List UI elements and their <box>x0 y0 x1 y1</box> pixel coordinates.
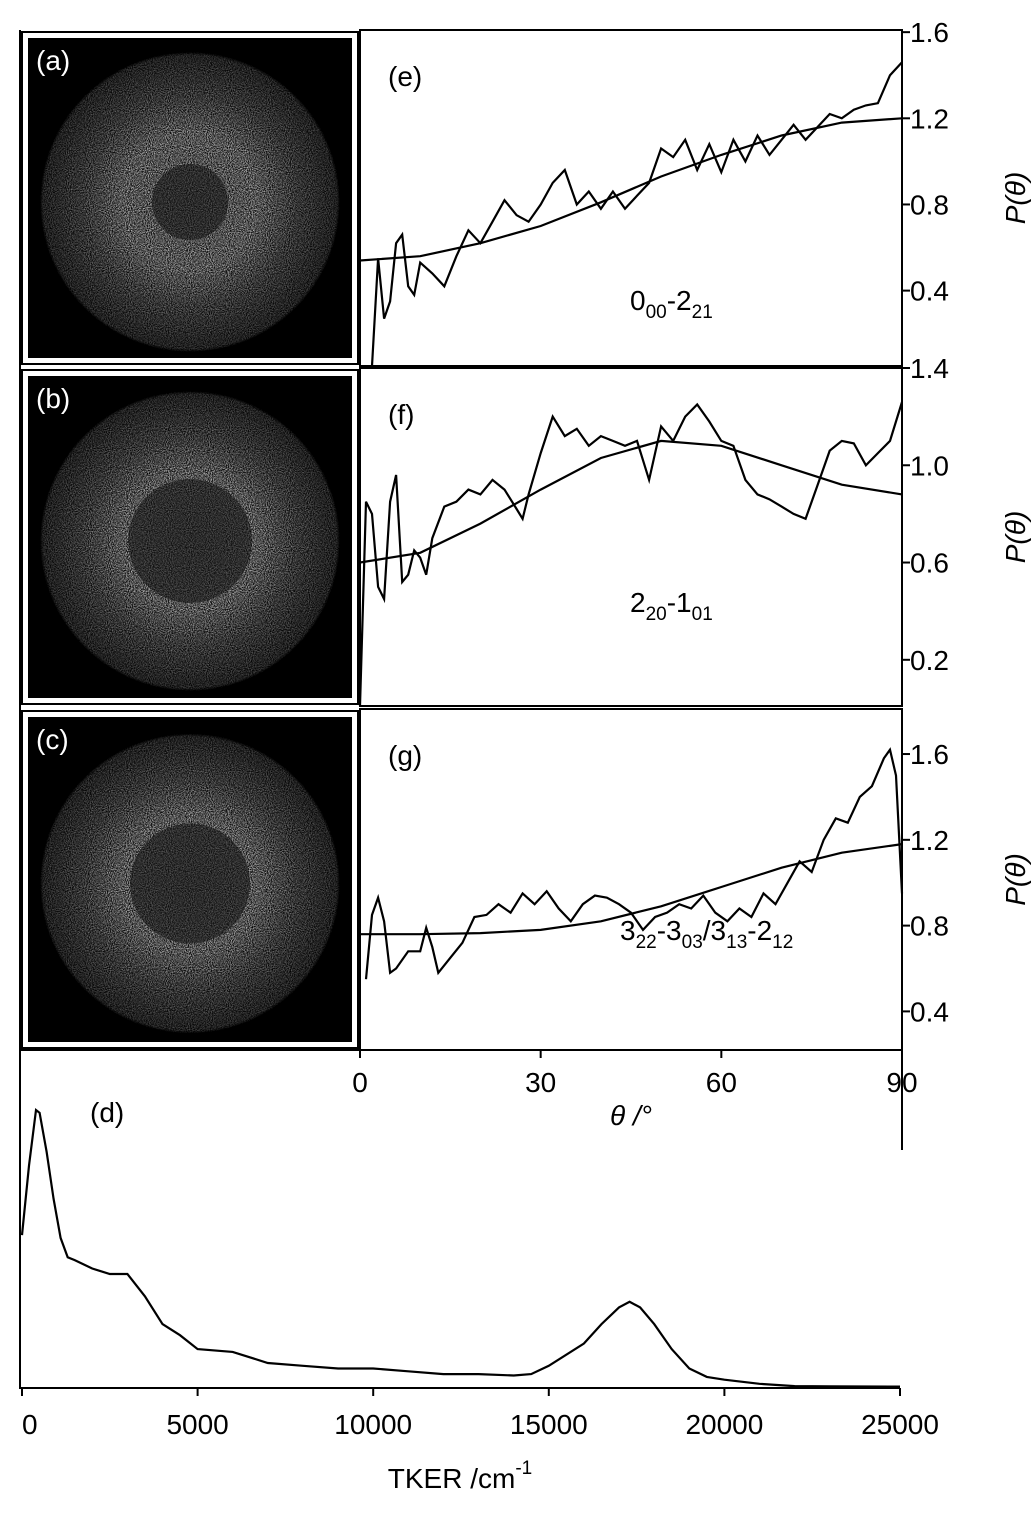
image-core <box>152 164 228 240</box>
plot-frame <box>359 367 903 707</box>
y-tick-label: 0.4 <box>910 996 949 1027</box>
panel-label: (a) <box>36 45 70 76</box>
data-line <box>358 401 904 707</box>
y-tick-label: 1.4 <box>910 353 949 384</box>
annotation: 000-221 <box>630 285 713 323</box>
annotation-part: 2 <box>630 587 646 618</box>
y-tick-label: 0.8 <box>910 189 949 220</box>
x-tick-label: 60 <box>706 1067 737 1098</box>
annotation-part: -2 <box>747 915 772 946</box>
image-core <box>130 823 250 944</box>
image-core <box>128 479 252 603</box>
panel-label: (g) <box>388 740 422 771</box>
panel-label: (d) <box>90 1097 124 1128</box>
x-tick-label: 25000 <box>861 1409 939 1440</box>
x-axis-label: θ /° <box>610 1100 652 1131</box>
y-tick-label: 0.2 <box>910 645 949 676</box>
panel-label: (c) <box>36 724 69 755</box>
x-axis-label: TKER /cm-1 <box>388 1458 532 1494</box>
y-tick-label: 0.8 <box>910 911 949 942</box>
annotation-part: 03 <box>682 932 703 953</box>
annotation: 322-303/313-212 <box>620 915 793 953</box>
data-line <box>359 439 903 564</box>
y-tick-label: 1.6 <box>910 17 949 48</box>
data-line <box>20 1107 901 1388</box>
annotation-part: /3 <box>703 915 726 946</box>
annotation-part: 21 <box>692 302 713 323</box>
frames <box>19 30 360 1389</box>
y-tick-label: 1.2 <box>910 825 949 856</box>
x-tick-label: 0 <box>22 1409 38 1440</box>
annotation-part: 13 <box>726 932 747 953</box>
y-tick-label: 1.2 <box>910 103 949 134</box>
annotation-part: 0 <box>630 285 646 316</box>
panel-label: (b) <box>36 383 70 414</box>
y-tick-label: 0.4 <box>910 276 949 307</box>
data-line <box>360 843 903 936</box>
x-axis-label-text: TKER /cm <box>388 1463 516 1494</box>
annotation-part: -2 <box>667 285 692 316</box>
annotation-part: -3 <box>657 915 682 946</box>
annotation-part: 00 <box>646 302 667 323</box>
y-axis-label: P(θ) <box>1000 511 1031 564</box>
x-axis-label-sup: -1 <box>515 1458 532 1479</box>
data-line <box>370 61 903 367</box>
panel-label: (f) <box>388 399 414 430</box>
data-line <box>359 117 903 262</box>
y-tick-label: 0.6 <box>910 548 949 579</box>
annotation-part: 20 <box>646 604 667 625</box>
x-tick-label: 5000 <box>166 1409 228 1440</box>
plot-frame <box>359 29 903 367</box>
annotation-part: 3 <box>620 915 636 946</box>
x-tick-label: 30 <box>525 1067 556 1098</box>
annotation-part: -1 <box>667 587 692 618</box>
annotation: 220-101 <box>630 587 713 625</box>
x-tick-label: 10000 <box>334 1409 412 1440</box>
annotation-part: 22 <box>636 932 657 953</box>
y-tick-label: 1.6 <box>910 739 949 770</box>
x-tick-label: 15000 <box>510 1409 588 1440</box>
plot-frame <box>359 708 903 1051</box>
y-axis-label: P(θ) <box>1000 172 1031 225</box>
y-axis-label: P(θ) <box>1000 853 1031 906</box>
x-tick-label: 0 <box>352 1067 368 1098</box>
y-tick-label: 1.0 <box>910 450 949 481</box>
annotation-part: 01 <box>692 604 713 625</box>
annotation-part: 12 <box>772 932 793 953</box>
panel-label: (e) <box>388 61 422 92</box>
x-tick-label: 20000 <box>685 1409 763 1440</box>
